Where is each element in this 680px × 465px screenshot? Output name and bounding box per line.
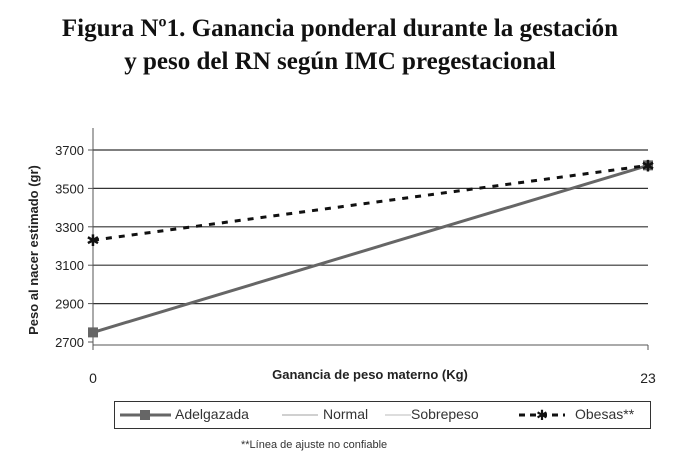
y-tick-label: 3700 [55, 143, 84, 158]
data-point-adelgazada [643, 160, 653, 171]
data-point-adelgazada [88, 327, 98, 338]
legend-swatch-normal [282, 414, 318, 416]
data-point-obesas: ✱ [641, 156, 654, 175]
chart-title-line-1: Figura Nº1. Ganancia ponderal durante la… [61, 15, 619, 42]
series-line-adelgazada [92, 163, 649, 334]
x-axis-label: Ganancia de peso materno (Kg) [272, 367, 468, 382]
x-tick-label: 0 [89, 370, 97, 386]
chart-axes [92, 128, 648, 346]
legend-label-sobrepeso: Sobrepeso [411, 406, 479, 422]
legend-swatch-obesas: ✱ [519, 408, 565, 422]
y-tick-labels: 2700 2900 3100 3300 3500 3700 [55, 143, 93, 350]
footnote: **Línea de ajuste no confiable [241, 439, 388, 451]
legend-label-adelgazada: Adelgazada [175, 406, 249, 422]
chart-title-line-2: y peso del RN según IMC pregestacional [124, 48, 556, 75]
data-point-obesas: ✱ [86, 231, 99, 250]
legend-label-normal: Normal [323, 406, 369, 422]
legend-swatch-sobrepeso [385, 414, 411, 416]
y-tick-label: 3100 [55, 258, 84, 273]
x-tick-label: 23 [640, 370, 656, 386]
series-line-obesas [92, 163, 649, 242]
y-tick-label: 3500 [55, 181, 84, 196]
series-lines: ✱✱ [86, 156, 655, 338]
grid-lines [93, 149, 648, 305]
y-tick-label: 2900 [55, 297, 84, 312]
legend: Adelgazada Normal Sobrepeso ✱ Obesas** [114, 401, 651, 429]
svg-text:✱: ✱ [536, 408, 548, 422]
y-tick-label: 2700 [55, 335, 84, 350]
x-tick-labels: 0 23 [89, 345, 656, 386]
y-tick-label: 3300 [55, 220, 84, 235]
chart-title: Figura Nº1. Ganancia ponderal durante la… [0, 12, 680, 78]
legend-label-obesas: Obesas** [575, 406, 635, 422]
legend-swatch-adelgazada [120, 410, 171, 420]
y-axis-label: Peso al nacer estimado (gr) [26, 165, 41, 335]
